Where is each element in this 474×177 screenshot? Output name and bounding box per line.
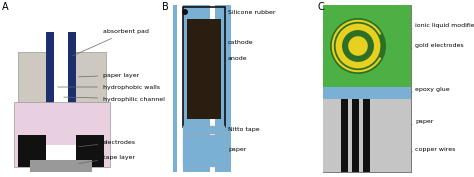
Text: A: A: [2, 2, 9, 12]
Text: anode: anode: [225, 56, 247, 63]
Circle shape: [182, 9, 188, 15]
Text: ionic liquid modified pape: ionic liquid modified pape: [411, 22, 474, 29]
Circle shape: [330, 18, 386, 74]
Bar: [187, 19, 221, 119]
Text: Silicone rubber: Silicone rubber: [225, 10, 275, 15]
Text: Nitto tape: Nitto tape: [225, 127, 260, 132]
Text: hydrophilic channel: hydrophilic channel: [64, 96, 165, 101]
Bar: [14, 102, 110, 167]
Bar: [323, 5, 411, 87]
Bar: [18, 52, 106, 147]
Text: epoxy glue: epoxy glue: [411, 87, 450, 93]
Bar: [76, 135, 104, 167]
Bar: [177, 5, 183, 172]
Circle shape: [342, 30, 374, 62]
Bar: [54, 32, 68, 147]
Text: paper layer: paper layer: [79, 73, 139, 78]
Bar: [323, 99, 411, 172]
Bar: [323, 85, 411, 99]
Bar: [363, 99, 370, 172]
Bar: [173, 5, 231, 172]
Text: paper: paper: [411, 119, 433, 125]
Bar: [352, 99, 359, 172]
Bar: [30, 160, 92, 172]
Bar: [183, 7, 225, 127]
Bar: [341, 99, 348, 172]
Text: hydrophobic walls: hydrophobic walls: [58, 84, 160, 90]
Bar: [323, 5, 411, 172]
Circle shape: [336, 24, 381, 68]
Text: electrodes: electrodes: [79, 139, 136, 147]
Bar: [46, 145, 76, 167]
Text: cathode: cathode: [225, 39, 254, 47]
Text: copper wires: copper wires: [411, 147, 456, 152]
Text: C: C: [318, 2, 325, 12]
Text: absorbent pad: absorbent pad: [73, 30, 149, 56]
Bar: [18, 135, 46, 167]
Bar: [46, 32, 76, 147]
Bar: [183, 126, 225, 134]
Text: gold electrodes: gold electrodes: [411, 42, 464, 49]
Text: tape layer: tape layer: [79, 155, 135, 164]
Bar: [210, 5, 215, 172]
Text: B: B: [162, 2, 169, 12]
Bar: [183, 135, 225, 167]
Text: paper: paper: [225, 147, 246, 152]
Circle shape: [348, 36, 368, 56]
